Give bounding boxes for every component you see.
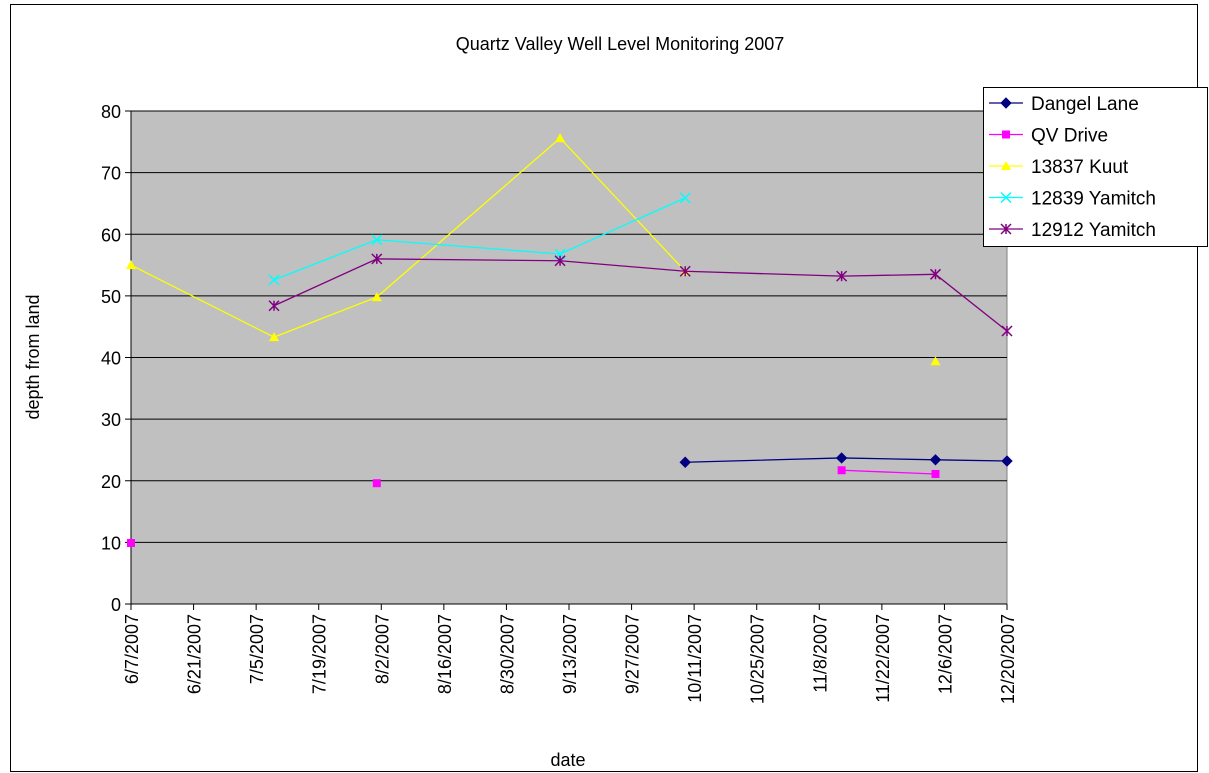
x-tick-label: 6/7/2007 bbox=[122, 614, 142, 684]
marker bbox=[836, 270, 848, 282]
x-tick-label: 8/16/2007 bbox=[435, 614, 455, 694]
marker bbox=[268, 300, 280, 312]
x-tick-label: 12/6/2007 bbox=[935, 614, 955, 694]
x-tick-label: 11/22/2007 bbox=[873, 614, 893, 703]
legend-label: 13837 Kuut bbox=[1031, 157, 1129, 178]
legend-label: 12912 Yamitch bbox=[1031, 220, 1156, 241]
marker bbox=[837, 466, 846, 475]
x-axis-label: date bbox=[550, 750, 585, 770]
marker bbox=[679, 192, 691, 204]
x-tick-label: 8/30/2007 bbox=[497, 614, 517, 694]
chart-title: Quartz Valley Well Level Monitoring 2007 bbox=[456, 34, 785, 54]
x-tick-label: 6/21/2007 bbox=[185, 614, 205, 694]
marker bbox=[371, 253, 383, 265]
marker bbox=[931, 469, 940, 478]
y-tick-label: 10 bbox=[101, 533, 121, 553]
series-line bbox=[273, 197, 686, 281]
marker bbox=[269, 332, 280, 342]
marker bbox=[1000, 191, 1012, 204]
x-tick-label: 8/2/2007 bbox=[372, 614, 392, 684]
marker bbox=[371, 234, 383, 246]
marker bbox=[268, 274, 280, 286]
marker bbox=[1001, 325, 1013, 337]
marker bbox=[930, 356, 941, 366]
y-axis-label: depth from land bbox=[23, 294, 43, 419]
y-tick-label: 0 bbox=[111, 595, 121, 615]
marker bbox=[371, 292, 382, 302]
x-tick-label: 10/25/2007 bbox=[748, 614, 768, 704]
y-tick-label: 50 bbox=[101, 287, 121, 307]
x-tick-label: 7/5/2007 bbox=[247, 614, 267, 684]
x-tick-label: 11/8/2007 bbox=[810, 614, 830, 693]
x-tick-label: 9/13/2007 bbox=[560, 614, 580, 694]
marker bbox=[1002, 130, 1010, 139]
y-tick-label: 70 bbox=[101, 164, 121, 184]
marker bbox=[126, 260, 136, 270]
marker bbox=[1001, 455, 1013, 467]
x-tick-label: 9/27/2007 bbox=[623, 614, 643, 694]
y-tick-label: 60 bbox=[101, 225, 121, 245]
x-tick-label: 10/11/2007 bbox=[685, 614, 705, 703]
marker bbox=[929, 268, 942, 280]
marker bbox=[372, 479, 381, 488]
marker bbox=[555, 133, 566, 143]
marker bbox=[1001, 161, 1011, 170]
plot-area: 0 10 20 30 40 50 60 70 80 6/7/2007 6/21/2007 7/5/20… bbox=[101, 102, 1018, 704]
marker bbox=[1000, 223, 1012, 235]
marker bbox=[835, 452, 848, 464]
legend-box bbox=[983, 87, 1208, 247]
y-tick-label: 80 bbox=[101, 102, 121, 122]
series-line bbox=[685, 457, 1008, 463]
y-tick-label: 40 bbox=[101, 349, 121, 369]
legend-label: Dangel Lane bbox=[1031, 94, 1139, 115]
legend: Dangel Lane QV Drive 13837 Kuut 12839 Yamit… bbox=[983, 87, 1208, 247]
y-tick-label: 20 bbox=[101, 472, 121, 492]
marker bbox=[1000, 97, 1012, 109]
series-line bbox=[841, 469, 936, 475]
marker bbox=[554, 255, 566, 267]
marker bbox=[679, 456, 691, 468]
legend-label: 12839 Yamitch bbox=[1031, 189, 1156, 210]
marker bbox=[929, 454, 942, 466]
y-tick-label: 30 bbox=[101, 410, 121, 430]
x-tick-label: 7/19/2007 bbox=[310, 614, 330, 694]
x-tick-label: 12/20/2007 bbox=[998, 614, 1018, 704]
legend-label: QV Drive bbox=[1031, 126, 1108, 147]
marker bbox=[679, 265, 691, 277]
marker bbox=[127, 538, 135, 547]
